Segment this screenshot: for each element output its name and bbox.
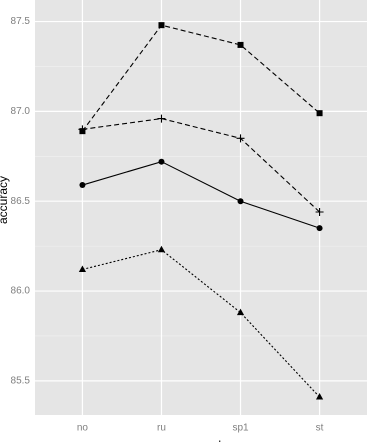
x-axis-title: approach (175, 438, 225, 442)
marker (236, 134, 245, 143)
y-tick-label: 87.5 (11, 16, 31, 27)
marker (158, 22, 165, 29)
marker (157, 114, 166, 123)
marker (78, 265, 87, 272)
marker (78, 125, 87, 134)
marker (315, 207, 324, 216)
marker (316, 110, 323, 117)
series-line (81, 24, 320, 132)
y-axis-title: accuracy (0, 176, 10, 224)
marker (316, 225, 323, 232)
marker (236, 308, 245, 316)
x-tick-label: no (77, 423, 89, 434)
series-line (82, 118, 320, 213)
x-tick-label: ru (157, 423, 166, 434)
y-tick-label: 85.5 (11, 376, 31, 387)
series-line (82, 161, 320, 229)
plot-background (35, 0, 367, 415)
y-tick-label: 87.0 (11, 106, 31, 117)
series-line (82, 249, 320, 398)
marker (157, 245, 166, 253)
x-tick-label: st (316, 423, 324, 434)
marker (79, 182, 86, 189)
marker (315, 393, 324, 400)
marker (158, 158, 165, 165)
marker (237, 41, 244, 48)
x-tick-label: sp1 (232, 423, 249, 434)
y-tick-label: 86.5 (11, 196, 31, 207)
y-tick-label: 86.0 (11, 286, 31, 297)
marker (237, 198, 244, 205)
